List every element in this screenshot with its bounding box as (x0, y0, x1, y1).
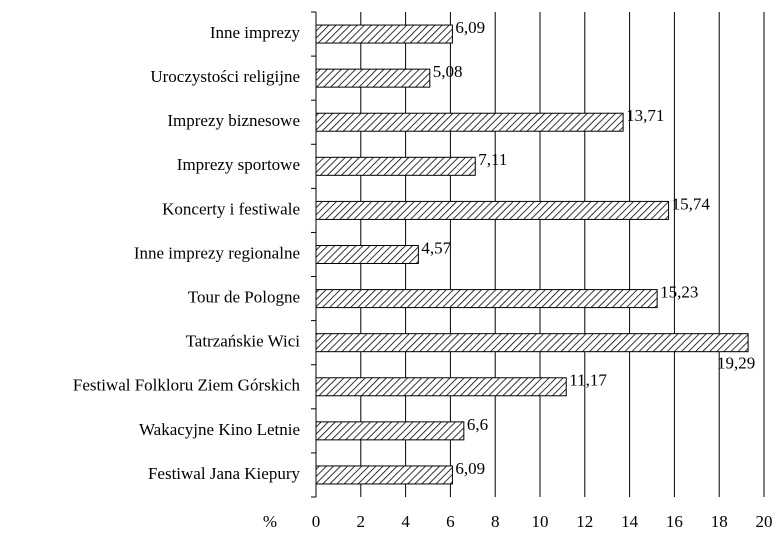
bar (315, 200, 670, 220)
x-tick-label: 0 (312, 512, 321, 531)
bar (315, 333, 749, 353)
y-tick-label: Tour de Pologne (188, 287, 300, 306)
bar (315, 112, 624, 132)
bar (315, 465, 453, 485)
bar (315, 24, 453, 44)
x-tick-label: 2 (357, 512, 366, 531)
bar (315, 245, 419, 264)
x-tick-label: 20 (756, 512, 773, 531)
value-label: 13,71 (626, 106, 664, 125)
x-tick-label: 12 (576, 512, 593, 531)
x-tick-label: 10 (532, 512, 549, 531)
y-tick-label: Koncerty i festiwale (162, 199, 300, 218)
y-tick-label: Tatrzańskie Wici (186, 332, 301, 351)
x-tick-label: 16 (666, 512, 683, 531)
y-tick-label: Wakacyjne Kino Letnie (139, 420, 300, 439)
x-tick-label: 18 (711, 512, 728, 531)
value-label: 19,29 (717, 354, 755, 373)
y-tick-label: Festiwal Folkloru Ziem Górskich (73, 376, 301, 395)
value-label: 6,09 (455, 18, 485, 37)
value-label: 7,11 (478, 150, 507, 169)
bar (315, 377, 567, 397)
y-tick-label: Imprezy biznesowe (167, 111, 300, 130)
value-label: 11,17 (569, 371, 607, 390)
x-tick-label: 8 (491, 512, 500, 531)
x-tick-label: 4 (401, 512, 410, 531)
bar (315, 68, 431, 88)
y-tick-label: Uroczystości religijne (150, 67, 300, 86)
x-axis-label: % (263, 512, 277, 531)
bar (315, 421, 465, 441)
value-label: 15,74 (672, 194, 711, 213)
value-label: 5,08 (433, 62, 463, 81)
value-label: 6,09 (455, 459, 485, 478)
value-label: 6,6 (467, 415, 488, 434)
x-tick-label: 6 (446, 512, 455, 531)
bar (315, 289, 658, 309)
x-tick-label: 14 (621, 512, 639, 531)
y-tick-label: Inne imprezy (210, 23, 301, 42)
value-label: 15,23 (660, 282, 698, 301)
bar (315, 156, 476, 176)
y-tick-label: Inne imprezy regionalne (134, 243, 300, 262)
y-tick-label: Festiwal Jana Kiepury (148, 464, 301, 483)
value-label: 4,57 (421, 238, 451, 257)
y-tick-label: Imprezy sportowe (177, 155, 300, 174)
